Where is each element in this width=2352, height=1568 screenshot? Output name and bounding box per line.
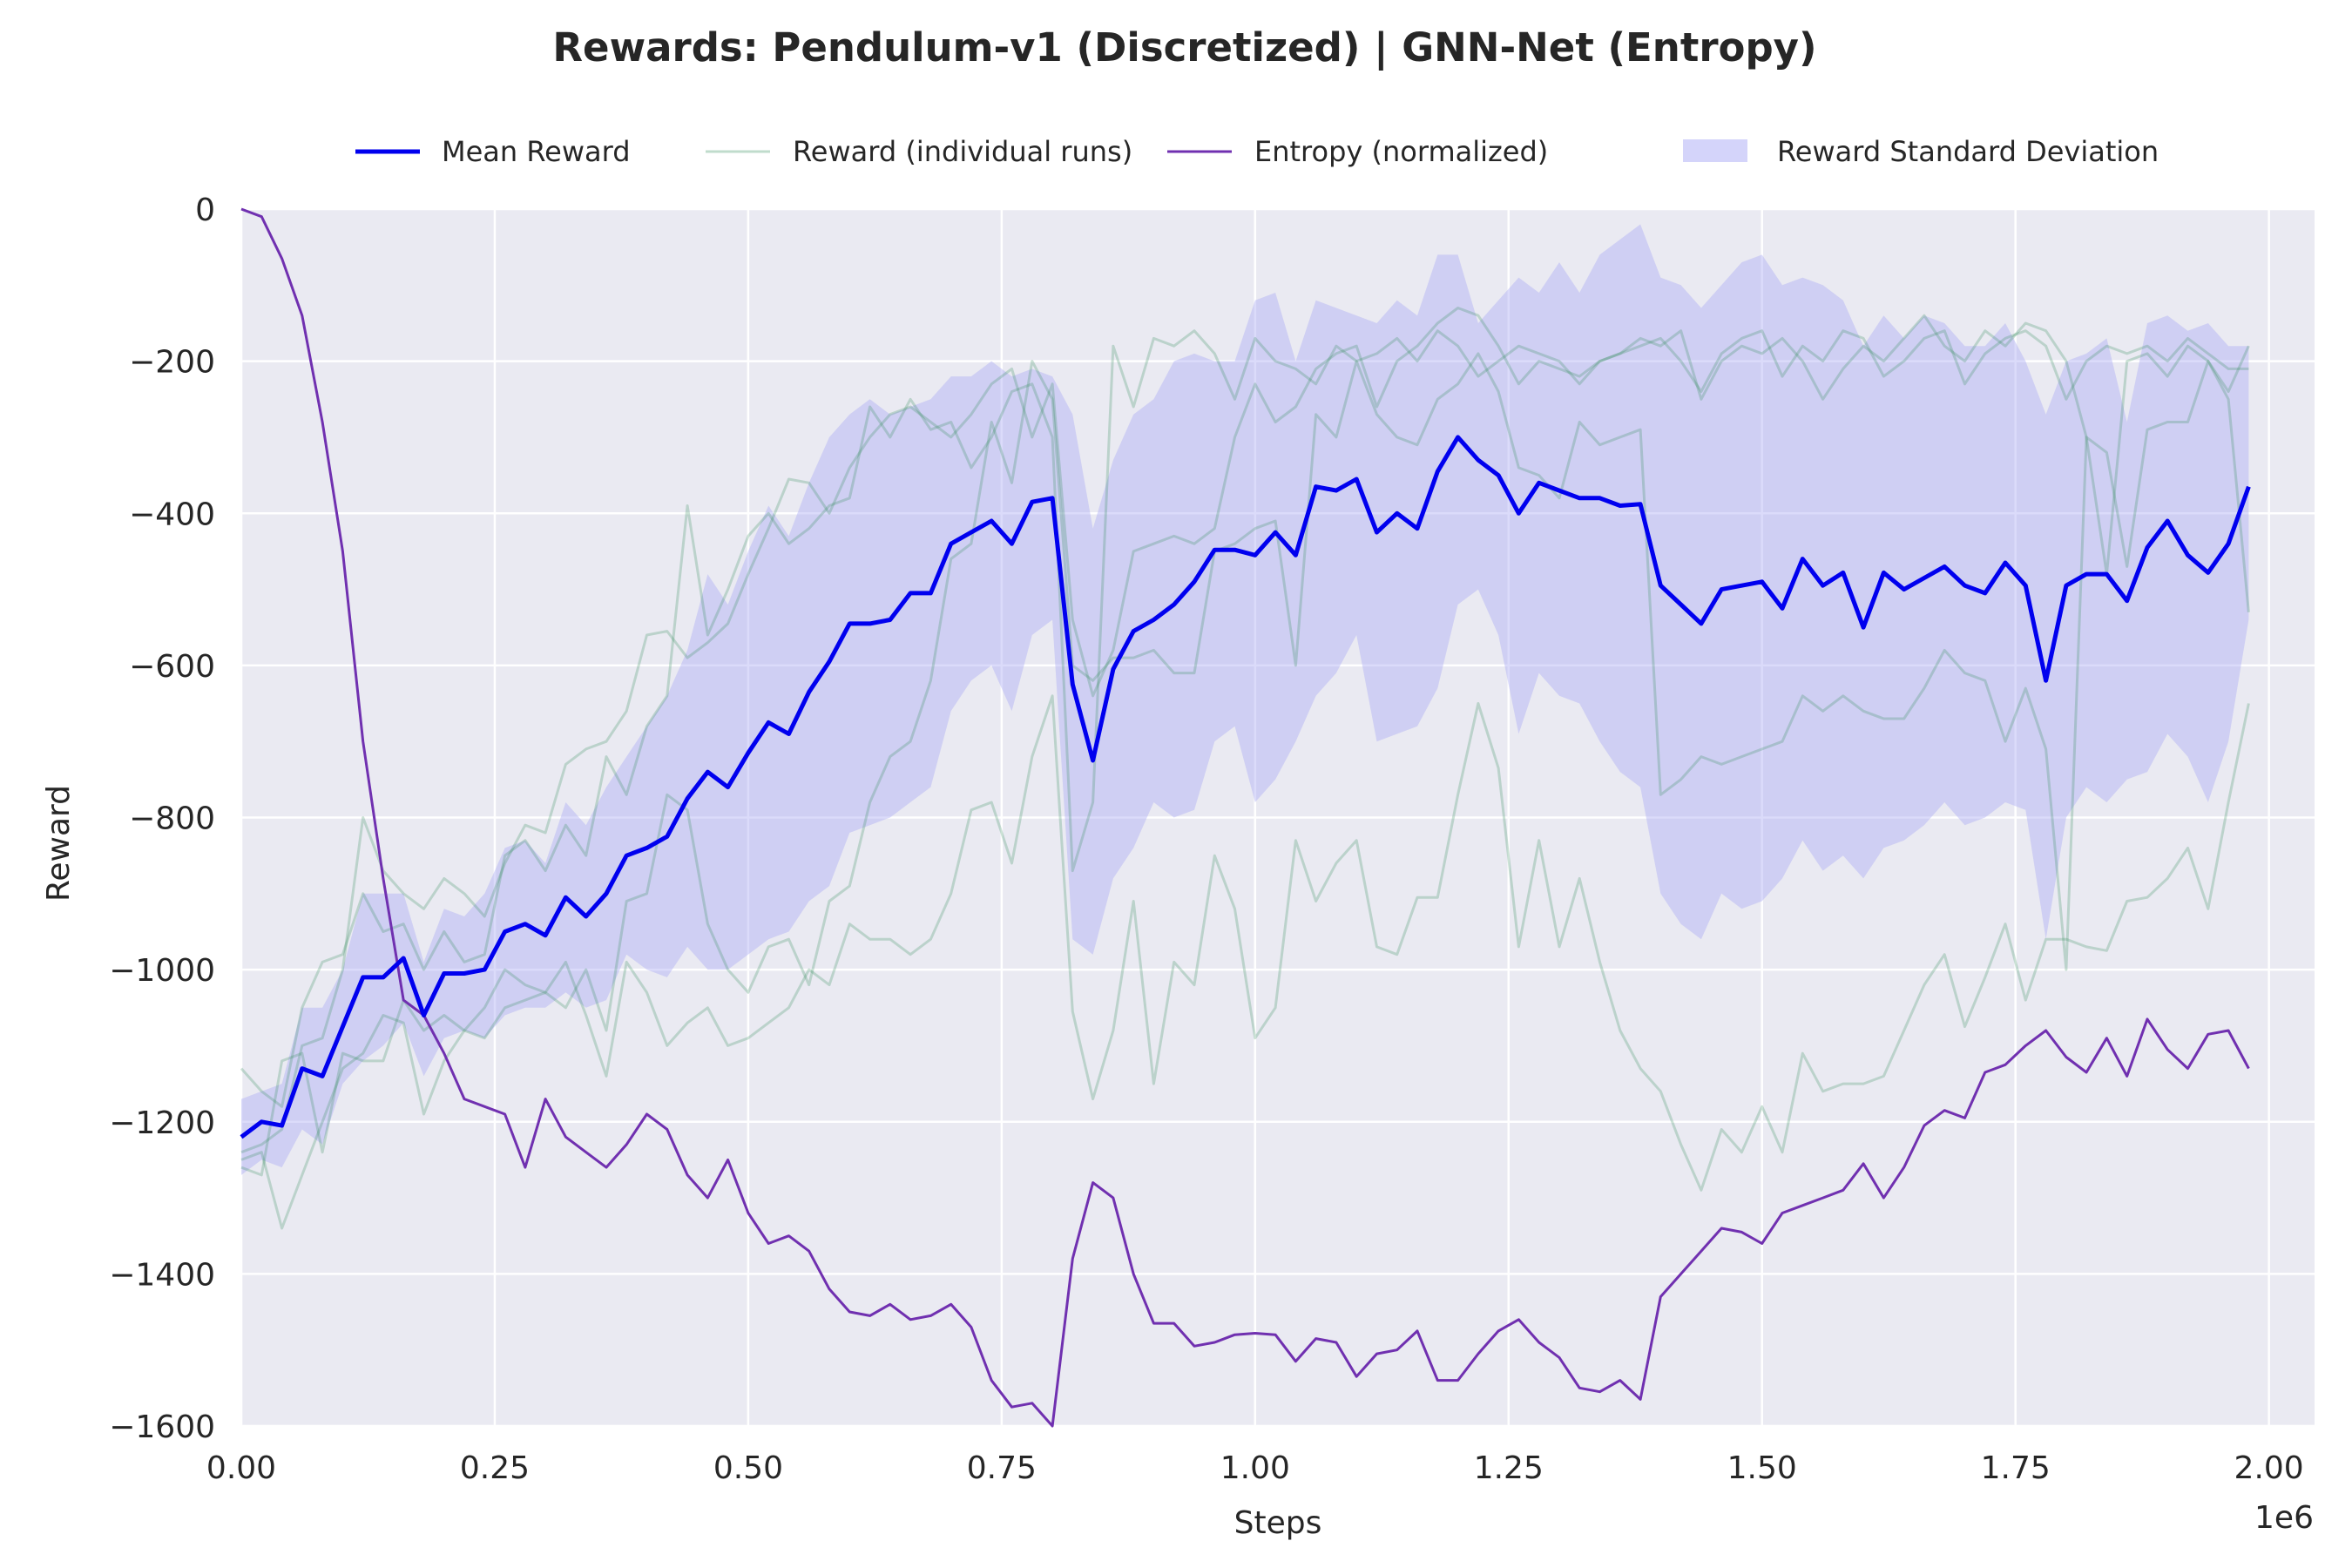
x-scale-label: 1e6 — [2254, 1500, 2314, 1536]
y-tick-label-7: −1400 — [109, 1257, 215, 1293]
legend-label-runs: Reward (individual runs) — [793, 135, 1132, 168]
y-axis: 0 −200 −400 −600 −800 −1000 −1200 −1400 −1600 — [109, 193, 215, 1445]
x-tick-label-1: 0.25 — [460, 1450, 530, 1486]
legend-label-mean: Mean Reward — [442, 135, 631, 168]
legend-swatch-std — [1683, 139, 1747, 162]
chart-title: Rewards: Pendulum-v1 (Discretized) | GNN… — [552, 24, 1816, 71]
std-band — [241, 224, 2249, 1175]
y-tick-label-5: −1000 — [109, 953, 215, 989]
individual-run-line-2 — [240, 314, 2250, 1108]
legend-label-entropy: Entropy (normalized) — [1254, 135, 1548, 168]
y-tick-label-1: −200 — [129, 345, 215, 381]
mean-reward-line — [240, 435, 2251, 1139]
y-tick-label-6: −1200 — [109, 1105, 215, 1141]
x-tick-label-0: 0.00 — [206, 1450, 276, 1486]
y-tick-label-0: 0 — [195, 193, 215, 228]
x-axis: 0.00 0.25 0.50 0.75 1.00 1.25 1.50 1.75 2.00 — [206, 1450, 2304, 1486]
y-tick-label-4: −800 — [129, 801, 215, 837]
individual-run-line-3 — [240, 694, 2250, 1230]
individual-run-line-1 — [240, 307, 2249, 1154]
x-tick-label-2: 0.50 — [713, 1450, 783, 1486]
individual-runs-layer — [240, 307, 2250, 1230]
mean-layer — [240, 435, 2251, 1139]
legend: Mean Reward Reward (individual runs) Ent… — [355, 135, 2159, 168]
x-tick-label-4: 1.00 — [1220, 1450, 1290, 1486]
x-tick-label-7: 1.75 — [1981, 1450, 2051, 1486]
y-tick-label-8: −1600 — [109, 1409, 215, 1445]
std-band-layer — [241, 224, 2249, 1175]
x-tick-label-8: 2.00 — [2234, 1450, 2304, 1486]
entropy-line — [240, 207, 2250, 1428]
x-tick-label-3: 0.75 — [967, 1450, 1037, 1486]
y-axis-label: Reward — [41, 785, 77, 902]
y-tick-label-3: −600 — [129, 649, 215, 685]
entropy-layer — [240, 207, 2250, 1428]
x-tick-label-6: 1.50 — [1727, 1450, 1797, 1486]
grid — [240, 207, 2315, 1428]
legend-label-std: Reward Standard Deviation — [1777, 135, 2159, 168]
individual-run-line-4 — [240, 352, 2250, 1177]
x-axis-label: Steps — [1234, 1505, 1322, 1541]
x-tick-label-5: 1.25 — [1474, 1450, 1544, 1486]
y-tick-label-2: −400 — [129, 497, 215, 532]
